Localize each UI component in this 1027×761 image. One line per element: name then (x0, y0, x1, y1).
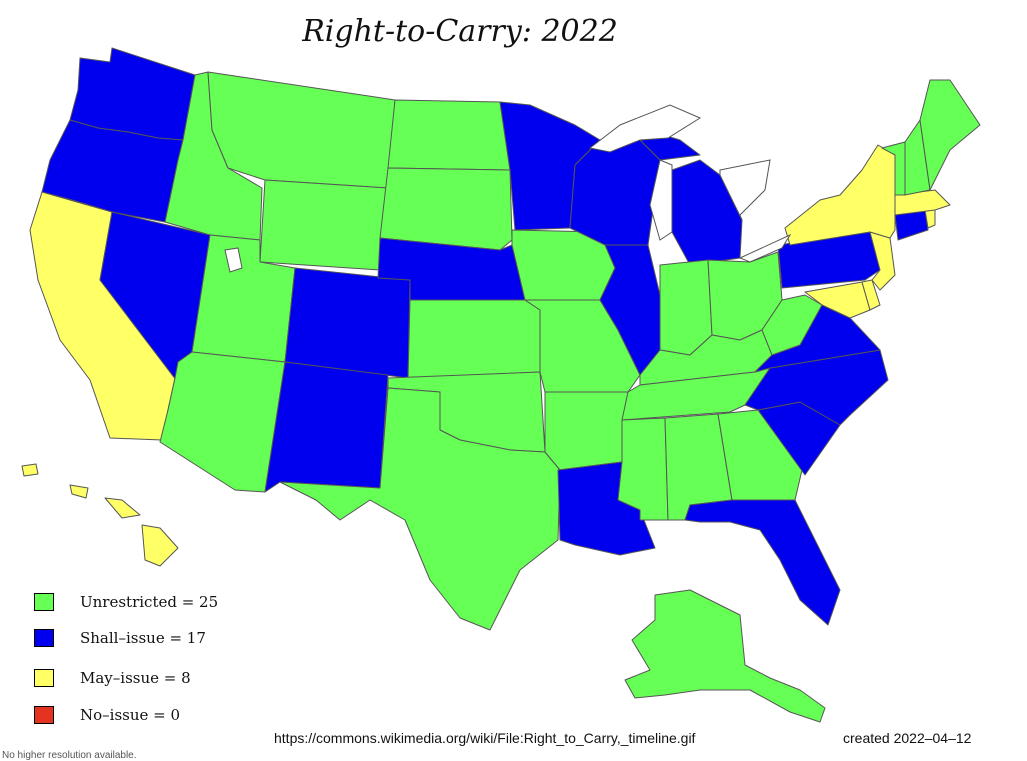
state-hawaii (141, 524, 179, 567)
state-indiana (659, 259, 713, 356)
lake-superior (588, 104, 702, 153)
state-colorado (284, 267, 411, 379)
state-hawaii-island-4 (21, 463, 39, 477)
state-florida (684, 499, 841, 626)
state-arkansas (544, 391, 629, 471)
footnote: No higher resolution available. (2, 750, 137, 761)
lake-michigan (649, 159, 673, 241)
map-title: Right-to-Carry: 2022 (302, 14, 618, 49)
state-vermont (881, 141, 906, 196)
state-montana (207, 71, 396, 189)
state-hawaii-island-3 (69, 484, 89, 499)
state-kansas (407, 299, 541, 379)
state-maryland (804, 281, 871, 319)
legend-swatch-may-issue (34, 669, 54, 687)
state-hawaii-island-2 (104, 497, 141, 519)
state-michigan (671, 159, 743, 266)
legend-swatch-no-issue (34, 706, 54, 724)
state-texas (279, 387, 561, 631)
state-wyoming (259, 179, 389, 271)
state-south-dakota (379, 167, 513, 251)
state-maine (919, 79, 981, 191)
state-new-york (784, 144, 896, 246)
legend-label-no-issue: No–issue = 0 (80, 706, 181, 724)
state-arizona (159, 351, 286, 493)
state-new-mexico (264, 361, 389, 493)
state-alaska (624, 589, 826, 723)
legend-swatch-unrestricted (34, 593, 54, 611)
source-url: https://commons.wikimedia.org/wiki/File:… (274, 730, 696, 746)
legend-swatch-shall-issue (34, 629, 54, 647)
state-georgia (717, 409, 803, 501)
legend-item-may-issue: May–issue = 8 (34, 667, 191, 689)
state-north-dakota (387, 99, 511, 171)
legend-item-unrestricted: Unrestricted = 25 (34, 591, 218, 613)
lake-huron-erie (719, 159, 792, 263)
legend-item-shall-issue: Shall–issue = 17 (34, 627, 206, 649)
created-date: created 2022–04–12 (843, 730, 972, 746)
legend-label-shall-issue: Shall–issue = 17 (80, 629, 206, 647)
legend-label-may-issue: May–issue = 8 (80, 669, 191, 687)
great-salt-lake (224, 247, 243, 273)
state-delaware (861, 279, 881, 311)
legend-label-unrestricted: Unrestricted = 25 (80, 593, 219, 611)
legend-item-no-issue: No–issue = 0 (34, 704, 180, 726)
